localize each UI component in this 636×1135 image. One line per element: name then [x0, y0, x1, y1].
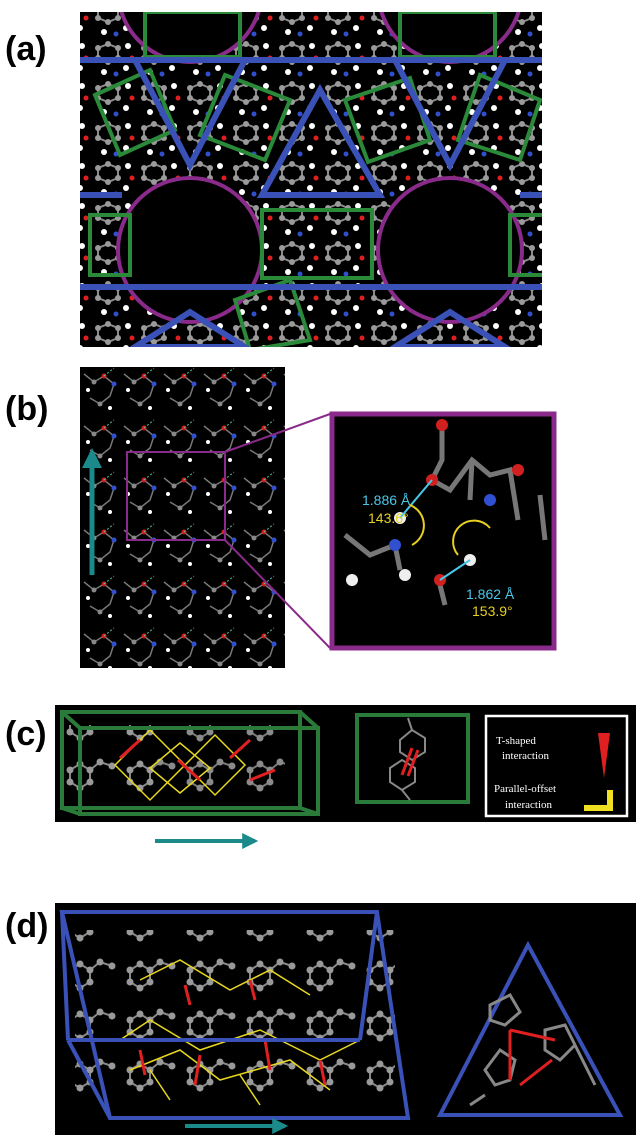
legend-text: Parallel-offset	[494, 783, 556, 795]
zoom-box: 1.886 Å 143.6° 1.862 Å 153.9°	[332, 414, 554, 648]
panel-c-cell	[62, 712, 318, 814]
panel-label: (d)	[5, 907, 48, 945]
panel-a-image	[80, 0, 545, 350]
angle-label: 143.6°	[368, 510, 409, 526]
panel-b-image	[80, 367, 285, 668]
panel-label: (a)	[5, 30, 47, 68]
legend-text: T-shaped	[496, 735, 536, 747]
angle-label: 153.9°	[472, 603, 513, 619]
legend-text: interaction	[502, 750, 550, 762]
panel-label: (c)	[5, 715, 47, 753]
legend: T-shaped interaction Parallel-offset int…	[486, 716, 627, 816]
panel-d-cell	[62, 912, 408, 1118]
distance-label: 1.886 Å	[362, 492, 411, 508]
legend-text: interaction	[505, 799, 553, 811]
figure: (a) (b) 1.	[0, 0, 636, 1135]
distance-label: 1.862 Å	[466, 586, 515, 602]
panel-label: (b)	[5, 390, 48, 428]
